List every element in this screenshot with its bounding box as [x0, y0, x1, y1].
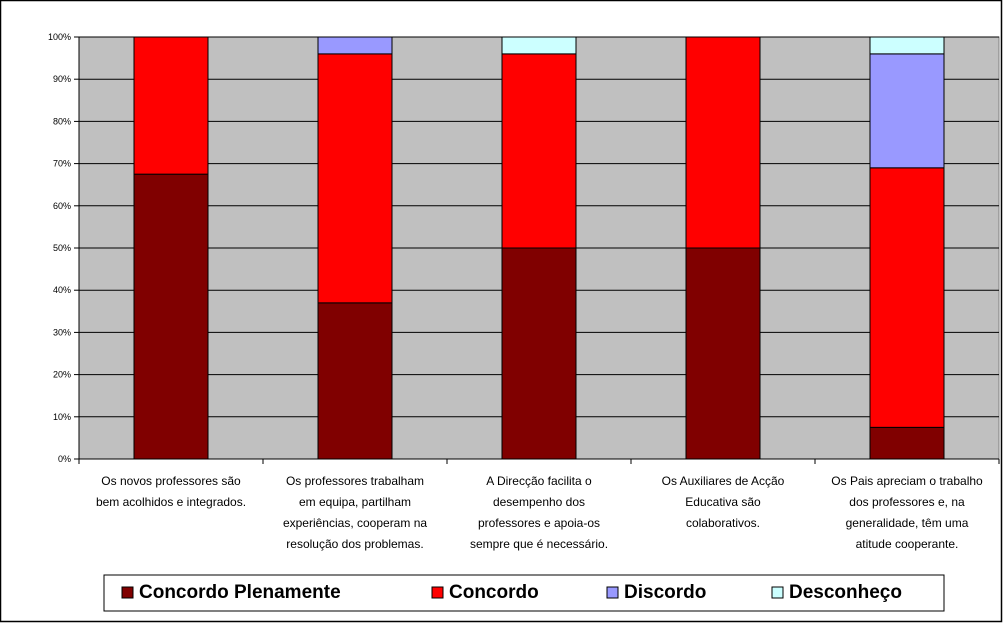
- legend-box: [103, 574, 945, 612]
- y-tick-label: 30%: [53, 327, 71, 337]
- y-axis-tick-labels: 0% 10% 20% 30% 40% 50% 60% 70% 80% 90% 100%: [48, 32, 71, 464]
- y-tick-label: 20%: [53, 370, 71, 380]
- bar-segment: [501, 36, 577, 55]
- legend-swatch: [431, 586, 444, 599]
- y-tick-label: 50%: [53, 243, 71, 253]
- legend-label: Desconheço: [789, 582, 902, 603]
- bar-segment: [317, 302, 393, 460]
- legend-swatch: [771, 586, 784, 599]
- bar-segment: [133, 173, 209, 460]
- bar-segment: [317, 53, 393, 304]
- bar-segment: [869, 167, 945, 428]
- y-tick-label: 10%: [53, 412, 71, 422]
- bar-segment: [869, 36, 945, 55]
- legend-swatch: [121, 586, 134, 599]
- y-tick-label: 80%: [53, 116, 71, 126]
- y-tick-label: 0%: [58, 454, 71, 464]
- bar-segment: [501, 247, 577, 460]
- legend: Concordo Plenamente Concordo Discordo Desco…: [103, 574, 945, 612]
- y-tick-label: 60%: [53, 201, 71, 211]
- legend-label: Discordo: [624, 582, 706, 603]
- y-tick-label: 90%: [53, 74, 71, 84]
- x-category-label: Os Pais apreciam o trabalho dos professor…: [831, 474, 983, 551]
- x-category-label: Os Auxiliares de Acção Educativa são colab…: [662, 474, 785, 530]
- legend-swatch: [606, 586, 619, 599]
- bar-segment: [869, 53, 945, 169]
- x-category-label: Os novos professores são bem acolhidos e …: [96, 474, 246, 509]
- bar-segment: [869, 426, 945, 460]
- x-category-label: A Direcção facilita o desempenho dos profe…: [470, 474, 608, 551]
- bar-segment: [685, 36, 761, 249]
- x-axis-category-labels: Os novos professores são bem acolhidos e …: [96, 474, 983, 551]
- x-category-label: Os professores trabalham em equipa, parti…: [283, 474, 427, 551]
- y-tick-label: 100%: [48, 32, 71, 42]
- bar-segment: [501, 53, 577, 249]
- y-tick-label: 40%: [53, 285, 71, 295]
- bar-segment: [685, 247, 761, 460]
- bar-segment: [317, 36, 393, 55]
- bar-segment: [133, 36, 209, 175]
- y-tick-label: 70%: [53, 159, 71, 169]
- legend-label: Concordo: [449, 582, 539, 603]
- legend-label: Concordo Plenamente: [139, 582, 341, 603]
- axes: [74, 36, 1000, 464]
